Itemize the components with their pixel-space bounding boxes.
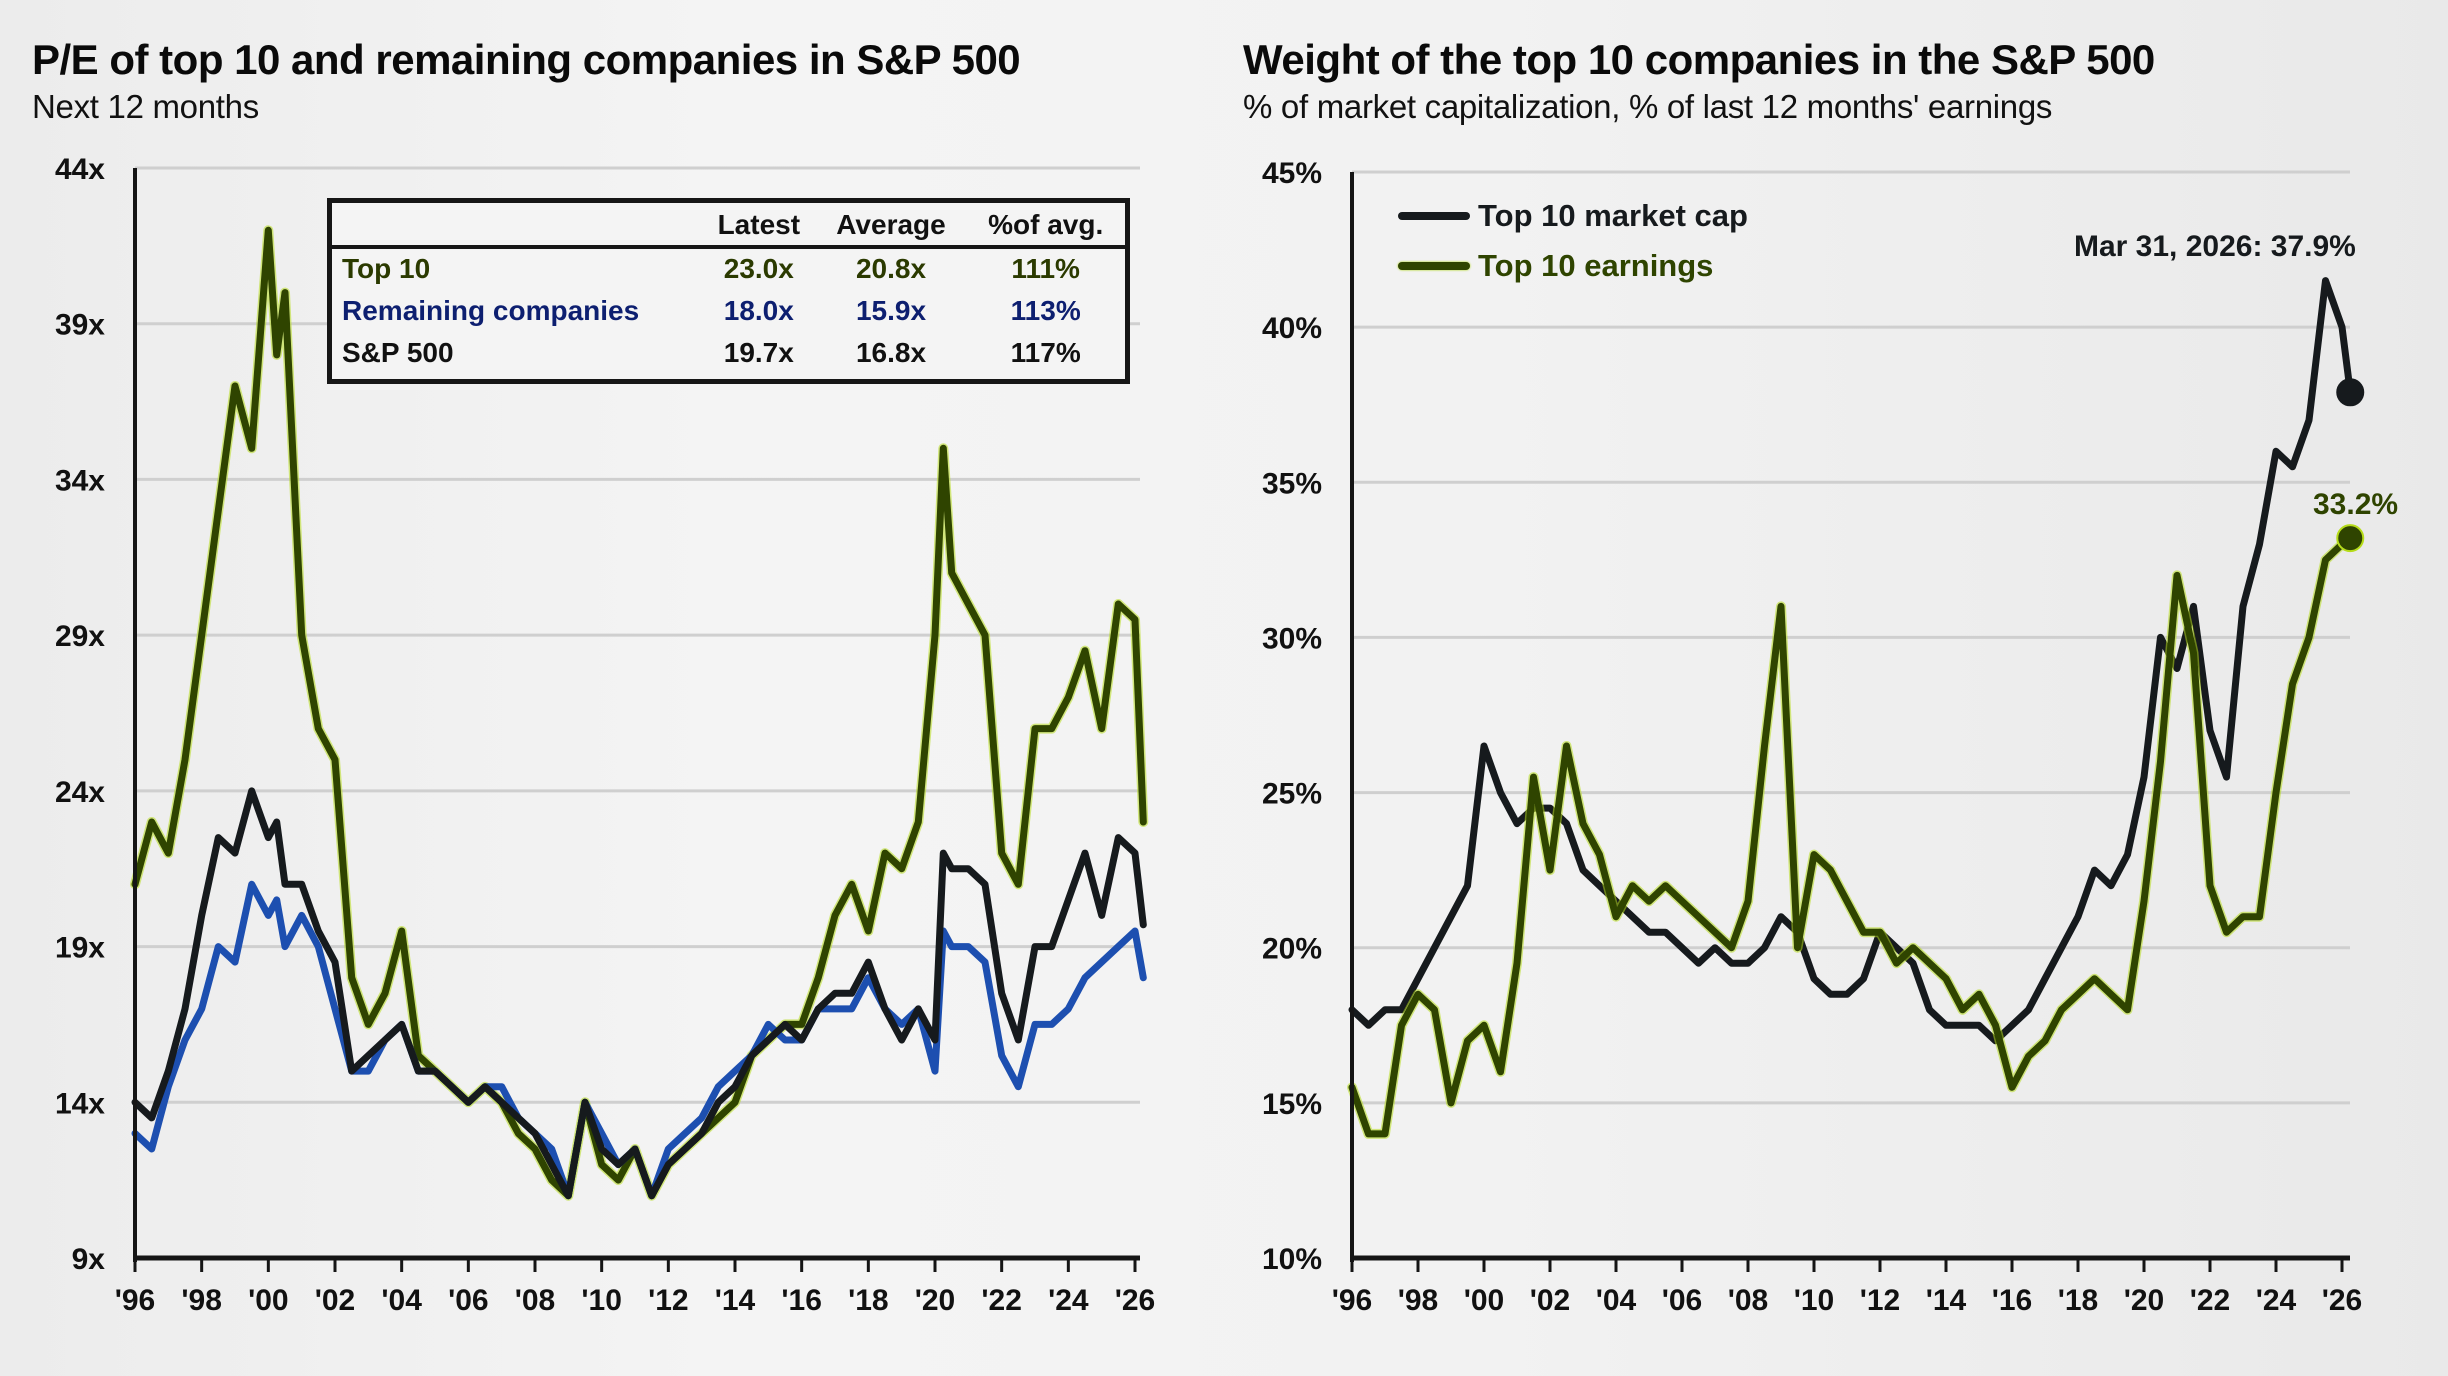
right-series-lines [1347,277,2356,1139]
y-tick-label: 45% [1262,157,1322,190]
y-tick-label: 19x [55,932,105,965]
y-tick-label: 44x [55,153,105,186]
y-tick-label: 35% [1262,467,1322,500]
row-pct: 111% [1011,253,1080,284]
x-tick-label: '10 [581,1284,622,1317]
x-tick-label: '12 [648,1284,689,1317]
row-name: Remaining companies [342,295,640,326]
x-tick-label: '98 [1398,1284,1439,1317]
x-tick-label: '14 [1926,1284,1967,1317]
x-tick-label: '24 [2256,1284,2297,1317]
y-tick-label: 15% [1262,1088,1322,1121]
y-tick-label: 10% [1262,1243,1322,1276]
row-average: 20.8x [855,253,927,284]
left-series-lines [130,225,1149,1201]
row-pct: 117% [1010,337,1081,368]
right-end-markers [2336,378,2365,553]
x-tick-label: '20 [2124,1284,2165,1317]
right-x-tick-labels: '96 '98 '00 '02 '04 '06 '08 '10 '12 '14 '16 '18 '20 '… [1332,1284,2363,1317]
x-tick-label: '26 [1115,1284,1156,1317]
x-tick-label: '20 [915,1284,956,1317]
table-header-latest: Latest [702,203,816,249]
row-name: Top 10 [342,253,431,284]
legend-swatch-earnings [1398,262,1470,270]
legend-swatch-market-cap [1398,212,1470,220]
y-tick-label: 39x [55,309,105,342]
x-tick-label: '06 [1662,1284,1703,1317]
market-cap-annotation: Mar 31, 2026: 37.9% [2074,230,2356,263]
x-tick-label: '02 [1530,1284,1571,1317]
y-tick-label: 29x [55,620,105,653]
left-x-tick-labels: '96 '98 '00 '02 '04 '06 '08 '10 '12 '14 '16 '18 '20 '… [115,1284,1156,1317]
legend-label: Top 10 earnings [1478,248,1714,283]
table-row: Remaining companies 18.0x 15.9x 113% [332,291,1125,333]
row-latest: 19.7x [723,337,794,368]
x-tick-label: '14 [715,1284,756,1317]
table-header-blank [332,203,702,249]
y-tick-label: 24x [55,776,105,809]
series-line-top-10-earnings [1348,534,2354,1138]
row-latest: 18.0x [723,295,794,326]
row-average: 16.8x [855,337,927,368]
x-tick-label: '18 [2058,1284,2099,1317]
y-tick-label: 25% [1262,778,1322,811]
end-marker-top-10-market-cap [2336,378,2365,407]
x-tick-label: '12 [1860,1284,1901,1317]
right-chart-subtitle: % of market capitalization, % of last 12… [1243,88,2053,125]
end-marker-top-10-earnings [2336,524,2365,553]
y-tick-label: 40% [1262,312,1322,345]
table-header-row: Latest Average %of avg. [332,203,1125,249]
series-line-s-p-500 [131,787,1147,1200]
x-tick-label: '04 [1596,1284,1637,1317]
left-chart-subtitle: Next 12 months [32,88,259,125]
x-tick-label: '08 [515,1284,556,1317]
x-tick-label: '96 [115,1284,156,1317]
x-tick-label: '24 [1048,1284,1089,1317]
y-tick-label: 34x [55,464,105,497]
row-pct: 113% [1010,295,1081,326]
y-tick-label: 9x [72,1243,106,1276]
x-tick-label: '16 [781,1284,822,1317]
x-tick-label: '08 [1728,1284,1769,1317]
left-y-tick-labels: 9x 14x 19x 24x 29x 34x 39x 44x [55,153,105,1276]
right-chart-title: Weight of the top 10 companies in the S&… [1243,36,2155,83]
series-line-top-10-market-cap [1348,277,2354,1045]
x-tick-label: '10 [1794,1284,1835,1317]
right-gridlines [1352,170,2350,1105]
x-tick-label: '18 [848,1284,889,1317]
x-tick-label: '26 [2322,1284,2363,1317]
table-row: S&P 500 19.7x 16.8x 117% [332,333,1125,375]
right-axes [1350,172,2350,1272]
x-tick-label: '22 [2190,1284,2231,1317]
row-latest: 23.0x [723,253,794,284]
y-tick-label: 20% [1262,933,1322,966]
legend-item-earnings: Top 10 earnings [1398,248,1713,284]
earnings-annotation: 33.2% [2313,488,2399,521]
x-tick-label: '04 [381,1284,422,1317]
x-tick-label: '16 [1992,1284,2033,1317]
y-tick-label: 14x [55,1087,105,1120]
row-name: S&P 500 [342,337,454,368]
x-tick-label: '00 [1464,1284,1505,1317]
row-average: 15.9x [855,295,927,326]
legend-item-market-cap: Top 10 market cap [1398,198,1748,234]
right-weight-chart: 10% 15% 20% 25% 30% 35% 40% 45% '96 '98 '00 '02 '04… [1262,157,2365,1317]
table-header-average: Average [815,203,967,249]
right-y-tick-labels: 10% 15% 20% 25% 30% 35% 40% 45% [1262,157,1322,1276]
y-tick-label: 30% [1262,622,1322,655]
left-chart-title: P/E of top 10 and remaining companies in… [32,36,1021,83]
x-tick-label: '22 [981,1284,1022,1317]
x-tick-label: '02 [315,1284,356,1317]
x-tick-label: '06 [448,1284,489,1317]
left-axes [133,168,1140,1272]
table-header-pct-of-avg: %of avg. [966,203,1125,249]
x-tick-label: '98 [181,1284,222,1317]
table-row: Top 10 23.0x 20.8x 111% [332,247,1125,291]
legend-label: Top 10 market cap [1478,198,1748,233]
x-tick-label: '00 [248,1284,289,1317]
x-tick-label: '96 [1332,1284,1373,1317]
pe-summary-table: Latest Average %of avg. Top 10 23.0x 20.… [327,198,1130,384]
